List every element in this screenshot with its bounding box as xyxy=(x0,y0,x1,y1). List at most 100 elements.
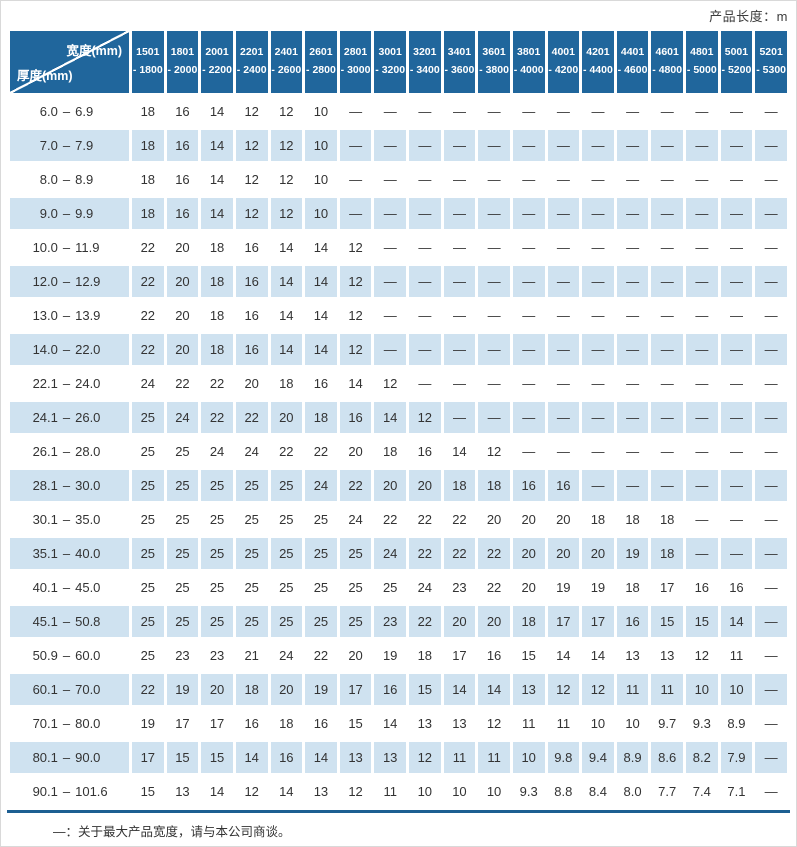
width-range-header: 5201 - 5300 xyxy=(755,31,787,93)
length-cell: 20 xyxy=(339,640,372,671)
range-separator: – xyxy=(62,138,71,153)
length-cell: 25 xyxy=(166,436,199,467)
length-cell: 9.3 xyxy=(686,708,718,739)
length-cell-dash: — xyxy=(755,504,787,535)
thickness-range-cell: 70.1–80.0 xyxy=(10,708,129,739)
range-to: 12.9 xyxy=(75,274,101,289)
range-from: 45.1 xyxy=(32,614,58,629)
width-range-line1: 2401 xyxy=(274,46,298,59)
length-cell: 18 xyxy=(235,674,268,705)
length-cell-dash: — xyxy=(755,436,787,467)
length-cell: 14 xyxy=(270,266,303,297)
thickness-range-label: 9.0–9.9 xyxy=(10,198,129,229)
length-cell-dash: — xyxy=(720,266,753,297)
range-to: 90.0 xyxy=(75,750,101,765)
width-range-line2: - 1800 xyxy=(132,64,163,76)
length-cell-dash: — xyxy=(512,130,545,161)
length-cell: 25 xyxy=(166,572,199,603)
length-cell-dash: — xyxy=(547,198,580,229)
length-cell: 16 xyxy=(409,436,441,467)
length-cell: 17 xyxy=(339,674,372,705)
length-cell: 17 xyxy=(582,606,614,637)
length-cell-dash: — xyxy=(512,198,545,229)
length-cell: 9.8 xyxy=(547,742,580,773)
thickness-range-label: 60.1–70.0 xyxy=(10,674,129,705)
length-cell: 20 xyxy=(512,538,545,569)
length-cell: 18 xyxy=(132,198,164,229)
length-cell: 24 xyxy=(201,436,233,467)
width-range-header: 2401 - 2600 xyxy=(270,31,303,93)
table-row: 35.1–40.0 25 25 25 25 25 25 25 24 22 22 22 20 20 20 19 1… xyxy=(10,538,787,569)
length-cell: 24 xyxy=(374,538,406,569)
top-bar: 产品长度：m xyxy=(1,1,796,28)
length-cell-dash: — xyxy=(582,402,614,433)
thickness-range-label: 14.0–22.0 xyxy=(10,334,129,365)
table-row: 28.1–30.0 25 25 25 25 25 24 22 20 20 18 18 16 16— — — — —… xyxy=(10,470,787,501)
table-row: 12.0–12.9 22 20 18 16 14 14 12— — — — — — — — — — — — xyxy=(10,266,787,297)
width-range-line1: 2001 xyxy=(205,46,229,59)
length-cell: 12 xyxy=(270,198,303,229)
length-cell-dash: — xyxy=(512,96,545,127)
length-cell: 25 xyxy=(201,470,233,501)
width-range-line2: - 3600 xyxy=(444,64,475,76)
range-from: 10.0 xyxy=(32,240,58,255)
length-cell-dash: — xyxy=(720,232,753,263)
width-range-line2: - 4800 xyxy=(652,64,683,76)
length-cell: 12 xyxy=(478,708,510,739)
length-cell-dash: — xyxy=(720,164,753,195)
length-cell-dash: — xyxy=(582,266,614,297)
length-cell-dash: — xyxy=(582,300,614,331)
length-cell: 17 xyxy=(443,640,476,671)
length-cell: 20 xyxy=(166,300,199,331)
thickness-range-cell: 26.1–28.0 xyxy=(10,436,129,467)
length-cell: 22 xyxy=(409,504,441,535)
length-cell-dash: — xyxy=(720,470,753,501)
length-cell: 18 xyxy=(201,300,233,331)
length-cell: 14 xyxy=(270,232,303,263)
length-cell: 16 xyxy=(547,470,580,501)
length-cell: 20 xyxy=(166,266,199,297)
range-to: 35.0 xyxy=(75,512,101,527)
thickness-range-label: 24.1–26.0 xyxy=(10,402,129,433)
width-axis-label: 宽度(mm) xyxy=(66,44,122,58)
length-cell: 25 xyxy=(235,470,268,501)
length-cell: 25 xyxy=(132,504,164,535)
range-separator: – xyxy=(62,682,71,697)
length-cell: 19 xyxy=(132,708,164,739)
length-cell-dash: — xyxy=(512,300,545,331)
width-range-header: 5001 - 5200 xyxy=(720,31,753,93)
length-cell: 13 xyxy=(512,674,545,705)
length-cell: 14 xyxy=(270,334,303,365)
length-cell-dash: — xyxy=(755,538,787,569)
length-cell: 8.0 xyxy=(616,776,649,807)
length-cell-dash: — xyxy=(547,402,580,433)
length-cell-dash: — xyxy=(686,538,718,569)
length-cell: 18 xyxy=(132,164,164,195)
length-cell: 25 xyxy=(201,572,233,603)
length-cell: 14 xyxy=(374,708,406,739)
range-from: 12.0 xyxy=(32,274,58,289)
length-cell: 22 xyxy=(132,300,164,331)
length-cell-dash: — xyxy=(409,164,441,195)
width-range-header: 2201 - 2400 xyxy=(235,31,268,93)
length-cell: 11 xyxy=(547,708,580,739)
length-cell: 11 xyxy=(512,708,545,739)
length-cell: 25 xyxy=(166,504,199,535)
range-separator: – xyxy=(62,716,71,731)
length-cell: 11 xyxy=(374,776,406,807)
length-cell: 10 xyxy=(512,742,545,773)
length-cell-dash: — xyxy=(755,640,787,671)
length-cell-dash: — xyxy=(339,198,372,229)
width-range-header: 3801 - 4000 xyxy=(512,31,545,93)
length-cell-dash: — xyxy=(547,266,580,297)
length-cell-dash: — xyxy=(547,96,580,127)
length-cell: 25 xyxy=(166,538,199,569)
length-cell: 8.2 xyxy=(686,742,718,773)
length-cell-dash: — xyxy=(651,402,683,433)
length-cell-dash: — xyxy=(443,368,476,399)
width-range-line1: 2601 xyxy=(309,46,333,59)
length-cell: 12 xyxy=(547,674,580,705)
length-cell-dash: — xyxy=(651,96,683,127)
length-cell: 22 xyxy=(166,368,199,399)
length-cell-dash: — xyxy=(409,334,441,365)
